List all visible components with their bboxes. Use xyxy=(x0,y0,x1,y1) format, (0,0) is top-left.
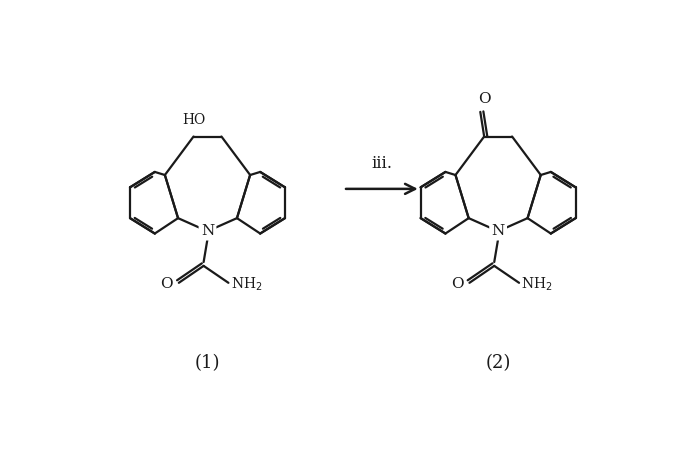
Text: N: N xyxy=(491,224,505,238)
Text: NH$_2$: NH$_2$ xyxy=(521,276,553,293)
Text: (2): (2) xyxy=(485,354,511,373)
Text: O: O xyxy=(478,92,491,106)
Text: O: O xyxy=(160,277,173,291)
Text: NH$_2$: NH$_2$ xyxy=(231,276,262,293)
Text: iii.: iii. xyxy=(371,155,392,172)
Text: N: N xyxy=(201,224,214,238)
Text: (1): (1) xyxy=(195,354,220,373)
Text: O: O xyxy=(451,277,463,291)
Text: HO: HO xyxy=(182,113,206,127)
